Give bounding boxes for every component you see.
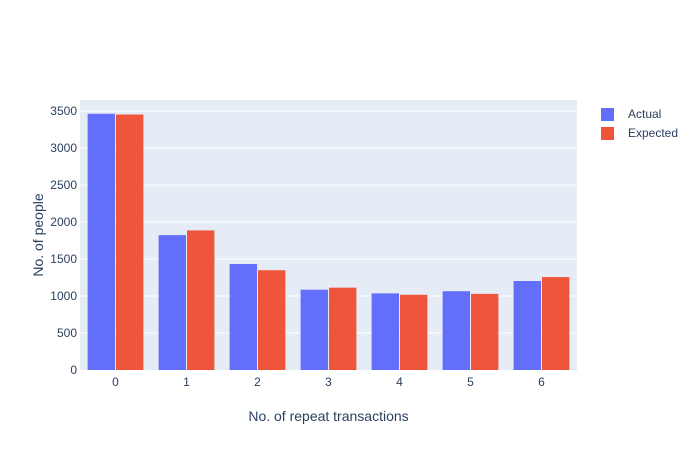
bar-actual-1[interactable]	[158, 235, 186, 370]
x-axis-ticks: 0 1 2 3 4 5 6	[112, 375, 545, 389]
bars	[87, 113, 570, 370]
legend[interactable]: Actual Expected	[601, 107, 678, 140]
bar-expected-3[interactable]	[329, 287, 357, 370]
x-tick-label: 6	[538, 375, 545, 389]
bar-actual-6[interactable]	[513, 281, 541, 370]
x-tick-label: 3	[325, 375, 332, 389]
y-tick-label: 500	[57, 326, 77, 340]
x-axis-title: No. of repeat transactions	[248, 408, 408, 424]
bar-actual-0[interactable]	[87, 113, 115, 370]
y-axis-title: No. of people	[30, 193, 46, 276]
plot-area	[80, 100, 577, 370]
y-tick-label: 1000	[50, 289, 77, 303]
y-tick-label: 2500	[50, 178, 77, 192]
bar-expected-1[interactable]	[187, 230, 215, 370]
bar-expected-6[interactable]	[542, 277, 570, 370]
legend-swatch-actual[interactable]	[601, 108, 614, 121]
x-tick-label: 4	[396, 375, 403, 389]
bar-actual-4[interactable]	[371, 293, 399, 370]
legend-label-actual[interactable]: Actual	[628, 107, 661, 121]
legend-label-expected[interactable]: Expected	[628, 126, 678, 140]
bar-expected-0[interactable]	[116, 114, 144, 370]
bar-actual-5[interactable]	[442, 291, 470, 370]
legend-swatch-expected[interactable]	[601, 127, 614, 140]
x-tick-label: 0	[112, 375, 119, 389]
x-tick-label: 1	[183, 375, 190, 389]
y-axis-ticks: 0 500 1000 1500 2000 2500 3000 3500	[50, 104, 77, 377]
x-tick-label: 5	[467, 375, 474, 389]
bar-actual-3[interactable]	[300, 289, 328, 370]
bar-expected-4[interactable]	[400, 294, 428, 370]
bar-expected-5[interactable]	[471, 293, 499, 370]
y-tick-label: 3500	[50, 104, 77, 118]
x-tick-label: 2	[254, 375, 261, 389]
y-tick-label: 2000	[50, 215, 77, 229]
y-tick-label: 3000	[50, 141, 77, 155]
bar-expected-2[interactable]	[258, 270, 286, 370]
y-tick-label: 1500	[50, 252, 77, 266]
bar-actual-2[interactable]	[229, 263, 257, 370]
y-tick-label: 0	[70, 363, 77, 377]
